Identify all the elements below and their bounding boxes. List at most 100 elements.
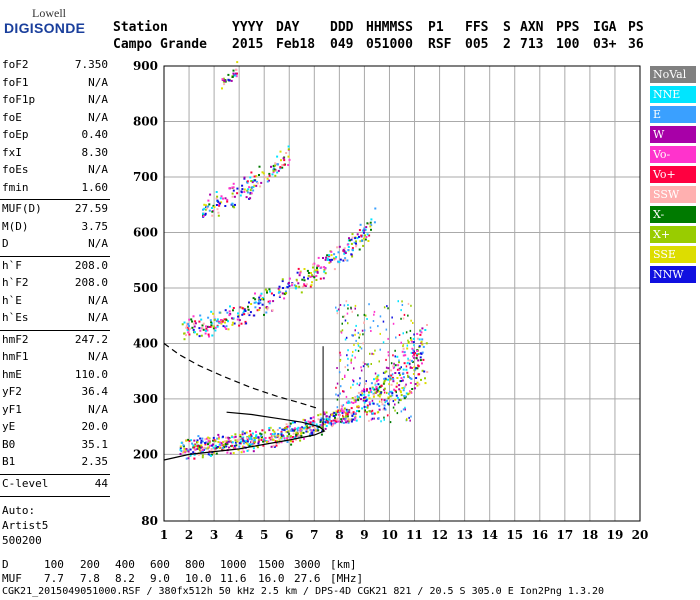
echo-point <box>409 359 411 362</box>
echo-point <box>240 440 242 443</box>
echo-point <box>274 162 277 165</box>
legend-item-vo: Vo- <box>650 146 696 163</box>
echo-point <box>373 221 376 224</box>
echo-point <box>323 422 326 425</box>
echo-point <box>366 388 368 391</box>
echo-point <box>208 335 210 338</box>
echo-point <box>390 383 393 386</box>
echo-point <box>324 272 327 275</box>
echo-point <box>227 438 230 441</box>
header-row1-1: YYYY <box>232 20 264 35</box>
echo-point <box>374 349 376 352</box>
echo-point <box>300 432 303 435</box>
echo-point <box>378 385 381 388</box>
echo-point <box>296 279 298 282</box>
echo-point <box>187 331 190 334</box>
echo-point <box>283 159 286 162</box>
echo-point <box>334 418 337 421</box>
x-tick-label: 15 <box>506 528 523 542</box>
echo-point <box>424 382 427 385</box>
echo-point <box>416 332 419 335</box>
echo-point <box>179 448 182 451</box>
echo-point <box>228 446 230 449</box>
echo-point <box>213 439 216 442</box>
echo-point <box>303 279 306 282</box>
echo-point <box>249 311 252 314</box>
echo-point <box>243 188 246 191</box>
echo-point <box>276 171 279 174</box>
echo-point <box>268 179 270 182</box>
echo-point <box>278 427 281 429</box>
echo-point <box>366 222 369 225</box>
echo-point <box>227 328 230 331</box>
echo-point <box>315 275 318 277</box>
echo-point <box>365 380 367 383</box>
echo-point <box>354 415 357 418</box>
echo-point <box>305 424 308 427</box>
echo-point <box>390 369 393 372</box>
echo-point <box>221 447 224 450</box>
echo-point <box>355 240 357 243</box>
echo-point <box>273 168 276 171</box>
echo-point <box>365 406 368 409</box>
echo-point <box>324 267 327 270</box>
echo-point <box>267 440 270 443</box>
echo-point <box>303 437 305 440</box>
echo-point <box>375 390 378 393</box>
echo-point <box>372 353 375 356</box>
echo-point <box>239 434 242 436</box>
echo-point <box>410 338 413 341</box>
echo-point <box>243 177 246 180</box>
echo-point <box>384 377 387 380</box>
param-label: h`F <box>2 258 22 272</box>
echo-point <box>369 410 372 413</box>
echo-point <box>412 322 414 324</box>
echo-point <box>344 366 346 369</box>
echo-point <box>350 253 353 256</box>
echo-point <box>251 443 254 445</box>
echo-point <box>413 344 415 347</box>
echo-point <box>334 413 337 416</box>
echo-point <box>274 169 277 172</box>
echo-point <box>215 452 218 455</box>
echo-point <box>312 429 315 432</box>
echo-point <box>303 268 306 270</box>
echo-point <box>203 207 206 210</box>
echo-point <box>371 399 374 402</box>
echo-point <box>304 423 307 426</box>
param-label: C-level <box>2 476 49 490</box>
echo-point <box>247 443 250 446</box>
echo-point <box>410 377 413 380</box>
muf-row-label: D <box>2 558 9 571</box>
echo-point <box>234 72 237 75</box>
echo-point <box>340 404 343 407</box>
x-tick-label: 8 <box>335 528 343 542</box>
echo-point <box>406 347 409 350</box>
echo-point <box>210 207 213 209</box>
echo-point <box>334 422 337 425</box>
autoscale-line1: Auto: <box>2 504 36 517</box>
echo-point <box>228 187 231 190</box>
echo-point <box>394 409 396 412</box>
echo-point <box>185 326 188 329</box>
echo-point <box>405 419 408 421</box>
echo-point <box>210 453 213 456</box>
echo-point <box>387 378 389 381</box>
echo-point <box>390 374 393 377</box>
echo-point <box>319 277 322 280</box>
echo-point <box>223 83 226 86</box>
echo-point <box>245 196 248 199</box>
echo-point <box>292 421 294 424</box>
echo-point <box>253 442 256 445</box>
echo-point <box>330 423 333 426</box>
echo-point <box>296 432 299 435</box>
echo-point <box>216 325 219 328</box>
echo-point <box>405 383 407 386</box>
echo-point <box>294 438 297 441</box>
echo-point <box>194 443 197 446</box>
echo-point <box>326 257 329 260</box>
x-tick-label: 17 <box>556 528 573 542</box>
echo-point <box>346 259 349 262</box>
echo-point <box>402 332 404 335</box>
echo-point <box>282 157 285 160</box>
